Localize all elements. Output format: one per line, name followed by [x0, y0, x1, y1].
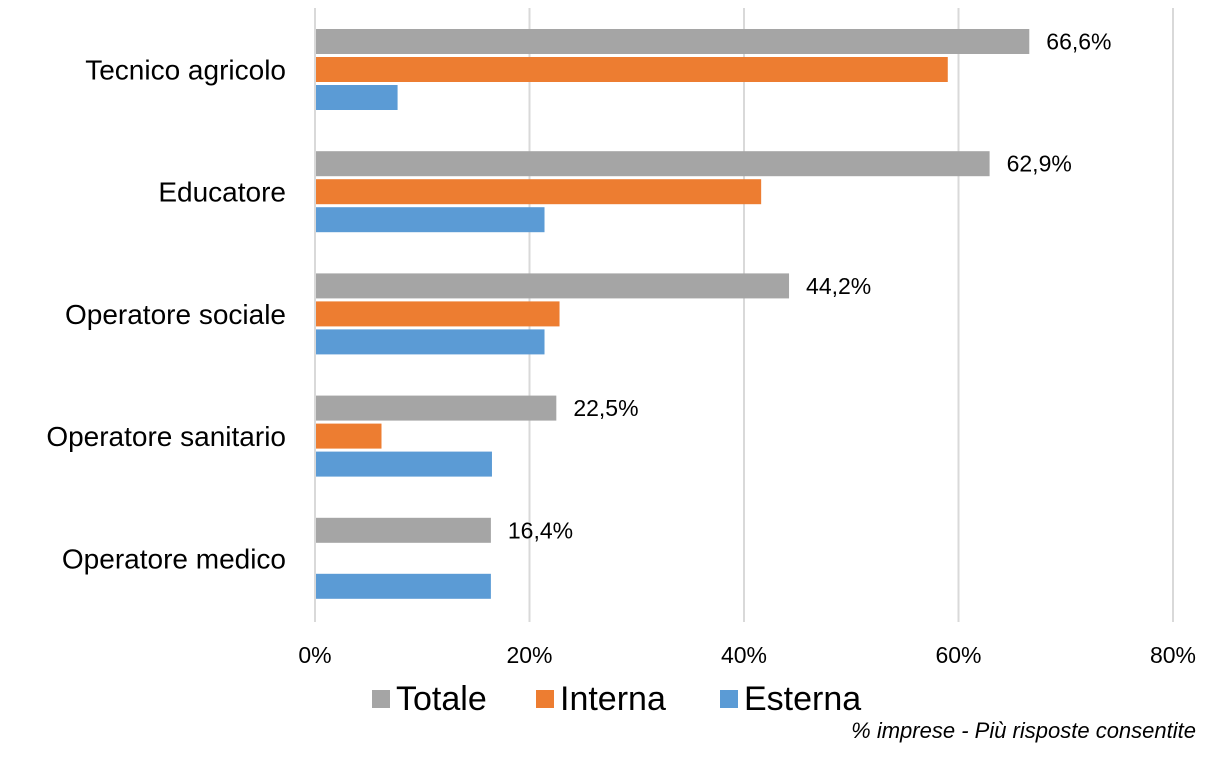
legend-label-interna: Interna — [560, 680, 666, 718]
bar-esterna — [316, 573, 491, 599]
chart-note: % imprese - Più risposte consentite — [851, 718, 1196, 743]
legend-label-totale: Totale — [396, 680, 487, 718]
bar-esterna — [316, 451, 492, 477]
category-label: Tecnico agricolo — [85, 55, 286, 86]
bar-interna — [316, 423, 382, 449]
legend-label-esterna: Esterna — [744, 680, 861, 718]
x-tick-label: 80% — [1150, 642, 1196, 668]
category-label: Operatore medico — [62, 543, 286, 574]
bar-interna — [316, 57, 948, 82]
bar-totale — [316, 29, 1030, 54]
legend-swatch-totale — [372, 690, 390, 708]
bar-totale — [316, 517, 491, 543]
data-label: 66,6% — [1046, 29, 1111, 55]
data-label: 62,9% — [1007, 151, 1072, 177]
data-label: 44,2% — [806, 273, 871, 299]
legend-swatch-interna — [536, 690, 554, 708]
category-label: Educatore — [158, 177, 286, 208]
data-label: 16,4% — [508, 517, 573, 543]
bar-esterna — [316, 85, 398, 110]
x-tick-label: 0% — [298, 642, 331, 668]
x-tick-label: 60% — [935, 642, 981, 668]
bar-totale — [316, 395, 557, 421]
x-tick-label: 40% — [721, 642, 767, 668]
legend-swatch-esterna — [720, 690, 738, 708]
bar-totale — [316, 151, 990, 177]
bar-interna — [316, 301, 560, 327]
category-label: Operatore sociale — [65, 299, 286, 330]
category-label: Operatore sanitario — [46, 421, 286, 452]
bar-esterna — [316, 207, 545, 233]
bar-interna — [316, 179, 762, 205]
bar-totale — [316, 273, 790, 299]
data-label: 22,5% — [573, 395, 638, 421]
bar-esterna — [316, 329, 545, 355]
x-tick-label: 20% — [506, 642, 552, 668]
